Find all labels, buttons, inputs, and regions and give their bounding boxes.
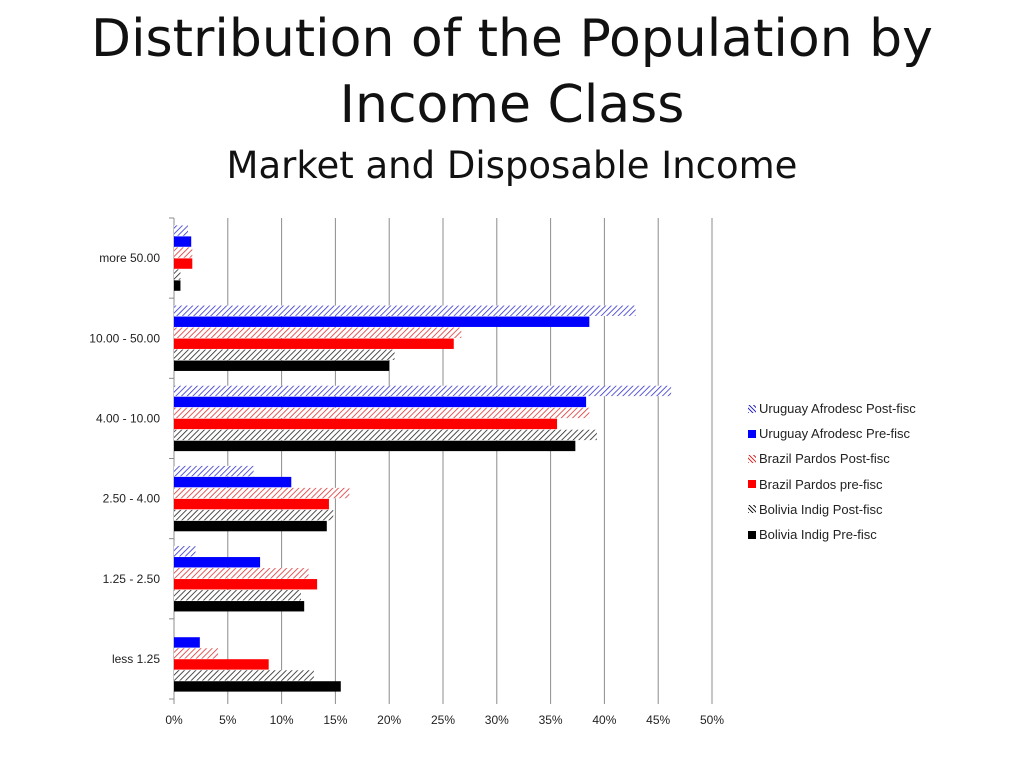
legend-label: Bolivia Indig Post-fisc: [759, 501, 883, 517]
bar: [174, 236, 192, 247]
bar: [174, 258, 193, 269]
legend-swatch: [748, 505, 756, 514]
x-tick-label: 35%: [539, 713, 563, 727]
bar: [174, 349, 395, 360]
bar: [174, 476, 292, 488]
bar: [174, 465, 254, 477]
bar: [174, 418, 558, 430]
x-tick-label: 10%: [270, 713, 294, 727]
bar: [174, 681, 341, 692]
y-tick-label: 4.00 - 10.00: [96, 411, 160, 425]
x-tick-label: 0%: [165, 713, 183, 727]
bar: [174, 396, 587, 408]
chart-legend: Uruguay Afrodesc Post-fisc Uruguay Afrode…: [748, 396, 1018, 547]
bar: [174, 360, 390, 371]
legend-item: Brazil Pardos Post-fisc: [748, 446, 1018, 471]
legend-swatch: [748, 480, 756, 489]
legend-item: Uruguay Afrodesc Post-fisc: [748, 396, 1018, 421]
bar: [174, 546, 196, 557]
bar: [174, 520, 327, 532]
x-tick-label: 15%: [323, 713, 347, 727]
x-tick-label: 50%: [700, 713, 724, 727]
x-tick-label: 5%: [219, 713, 237, 727]
legend-item: Uruguay Afrodesc Pre-fisc: [748, 421, 1018, 446]
legend-swatch: [748, 429, 756, 438]
bar: [174, 407, 590, 419]
bar: [174, 338, 454, 349]
bar: [174, 269, 181, 280]
legend-label: Brazil Pardos Post-fisc: [759, 451, 890, 467]
bar: [174, 487, 350, 499]
legend-item: Bolivia Indig Pre-fisc: [748, 522, 1018, 547]
bar: [174, 670, 314, 681]
legend-label: Uruguay Afrodesc Pre-fisc: [759, 426, 911, 442]
slide-title-line-1: Distribution of the Population by: [91, 9, 933, 69]
x-tick-label: 25%: [431, 713, 455, 727]
legend-label: Brazil Pardos pre-fisc: [759, 476, 883, 492]
y-tick-label: less 1.25: [112, 652, 160, 666]
bar: [174, 498, 329, 510]
legend-swatch: [748, 530, 756, 539]
bar: [174, 659, 269, 670]
slide-title-line-2: Income Class: [339, 75, 685, 135]
bar: [174, 648, 219, 659]
bar: [174, 601, 305, 612]
bar: [174, 579, 318, 590]
bar: [174, 429, 597, 441]
slide-subtitle: Market and Disposable Income: [226, 144, 798, 187]
bar: [174, 316, 590, 327]
x-tick-label: 30%: [485, 713, 509, 727]
bar: [174, 327, 462, 338]
y-tick-label: 10.00 - 50.00: [89, 331, 160, 345]
x-tick-label: 20%: [377, 713, 401, 727]
y-tick-label: 2.50 - 4.00: [103, 492, 161, 506]
x-tick-label: 40%: [592, 713, 616, 727]
legend-swatch: [748, 404, 756, 413]
legend-label: Uruguay Afrodesc Post-fisc: [759, 401, 916, 417]
legend-item: Bolivia Indig Post-fisc: [748, 497, 1018, 522]
bar: [174, 590, 301, 601]
y-tick-label: more 50.00: [99, 251, 160, 265]
y-tick-label: 1.25 - 2.50: [103, 572, 161, 586]
bar: [174, 557, 261, 568]
legend-item: Brazil Pardos pre-fisc: [748, 472, 1018, 497]
bar: [174, 637, 200, 648]
bar: [174, 280, 181, 291]
bar: [174, 247, 193, 258]
bar: [174, 305, 636, 316]
legend-label: Bolivia Indig Pre-fisc: [759, 527, 877, 543]
legend-swatch: [748, 454, 756, 463]
bar: [174, 440, 576, 452]
x-tick-label: 45%: [646, 713, 670, 727]
bar: [174, 385, 672, 397]
bar: [174, 225, 188, 236]
bar: [174, 568, 309, 579]
bar: [174, 509, 334, 521]
